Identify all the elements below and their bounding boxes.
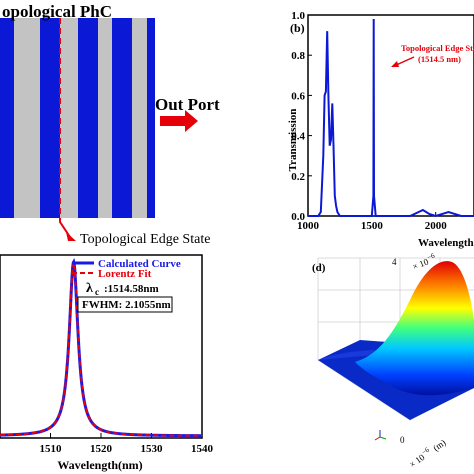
- blue-stripe: [40, 18, 60, 218]
- panel-c: 1510 1520 1530 1540 Calculated Curve Lorent…: [0, 254, 214, 472]
- fwhm-label: FWHM: 2.1055nm: [82, 299, 171, 311]
- blue-stripe: [0, 18, 14, 218]
- lambda-symbol: λ: [86, 281, 93, 296]
- photonic-crystal-stripes: [0, 18, 155, 218]
- edge-state-pointer-line: [59, 218, 71, 238]
- panel-c-x-ticks: 1510 1520 1530 1540: [40, 433, 214, 455]
- panel-a: opological PhC Out Port Topological Edge…: [0, 2, 220, 247]
- edge-state-label: Topological Edge State: [80, 232, 210, 247]
- annotation-arrowhead: [391, 61, 399, 67]
- out-port-label: Out Port: [155, 95, 220, 114]
- y-tick-label: 0.6: [291, 90, 305, 102]
- panel-c-xlabel: Wavelength(nm): [57, 458, 142, 472]
- panel-a-title: opological PhC: [2, 2, 112, 21]
- blue-stripe: [78, 18, 98, 218]
- svg-text:−6: −6: [420, 445, 431, 456]
- x-tick-label: 2000: [425, 220, 448, 232]
- panel-b-x-ticks: 1000 1500 2000: [297, 212, 447, 232]
- panel-d-tag: (d): [312, 262, 326, 274]
- x-tick-label: 1500: [361, 220, 384, 232]
- panel-b: 0.0 0.2 0.4 0.6 0.8 1.0 1000 1500 2000 (b) Topo…: [287, 10, 474, 249]
- blue-stripe: [112, 18, 132, 218]
- calculated-curve-line: [0, 257, 202, 438]
- lorentz-fit-line: [0, 259, 202, 437]
- lambda-subscript: c: [95, 287, 99, 297]
- y-tick-label: 1.0: [291, 10, 305, 22]
- x-tick-label: 1510: [40, 443, 63, 455]
- x-tick-label: 1520: [90, 443, 113, 455]
- svg-text:−6: −6: [426, 251, 436, 261]
- axes-orientation-icon: [374, 430, 387, 441]
- panel-d-axis-label: × 10 −6 (m): [407, 437, 447, 469]
- edge-state-arrowhead: [66, 232, 76, 241]
- y-tick-label: 0.0: [291, 211, 305, 223]
- y-tick-label: 0.4: [291, 131, 305, 143]
- x-tick-label: 1000: [297, 220, 320, 232]
- legend-fit-label: Lorentz Fit: [98, 268, 152, 280]
- panel-b-xlabel: Wavelength: [418, 237, 474, 249]
- surface-peak: [355, 261, 474, 396]
- y-tick-label: 0.2: [291, 171, 305, 183]
- lambda-value: :1514.58nm: [104, 283, 159, 295]
- panel-c-frame: [0, 254, 203, 439]
- legend-calc-label: Calculated Curve: [98, 258, 181, 270]
- panel-d-top-label: 4: [392, 257, 397, 267]
- transmission-curve: [308, 18, 474, 218]
- panel-b-ylabel: Transmission: [287, 109, 299, 172]
- x-tick-label: 1540: [191, 443, 214, 455]
- x-tick-label: 1530: [141, 443, 164, 455]
- out-port-arrow-icon: [160, 110, 198, 132]
- panel-d-zero-label: 0: [400, 435, 405, 445]
- svg-text:(m): (m): [431, 437, 447, 453]
- edge-state-annotation-line1: Topological Edge State: [401, 43, 474, 53]
- panel-b-y-ticks: 0.0 0.2 0.4 0.6 0.8 1.0: [291, 10, 312, 223]
- y-tick-label: 0.8: [291, 50, 305, 62]
- panel-b-tag: (b): [290, 21, 305, 35]
- panel-d: (d) 4 × 10 −6 × 10 −6 (m) 0: [312, 251, 474, 470]
- blue-stripe: [147, 18, 155, 218]
- edge-state-annotation-line2: (1514.5 nm): [418, 54, 461, 64]
- fwhm-box: [77, 296, 173, 313]
